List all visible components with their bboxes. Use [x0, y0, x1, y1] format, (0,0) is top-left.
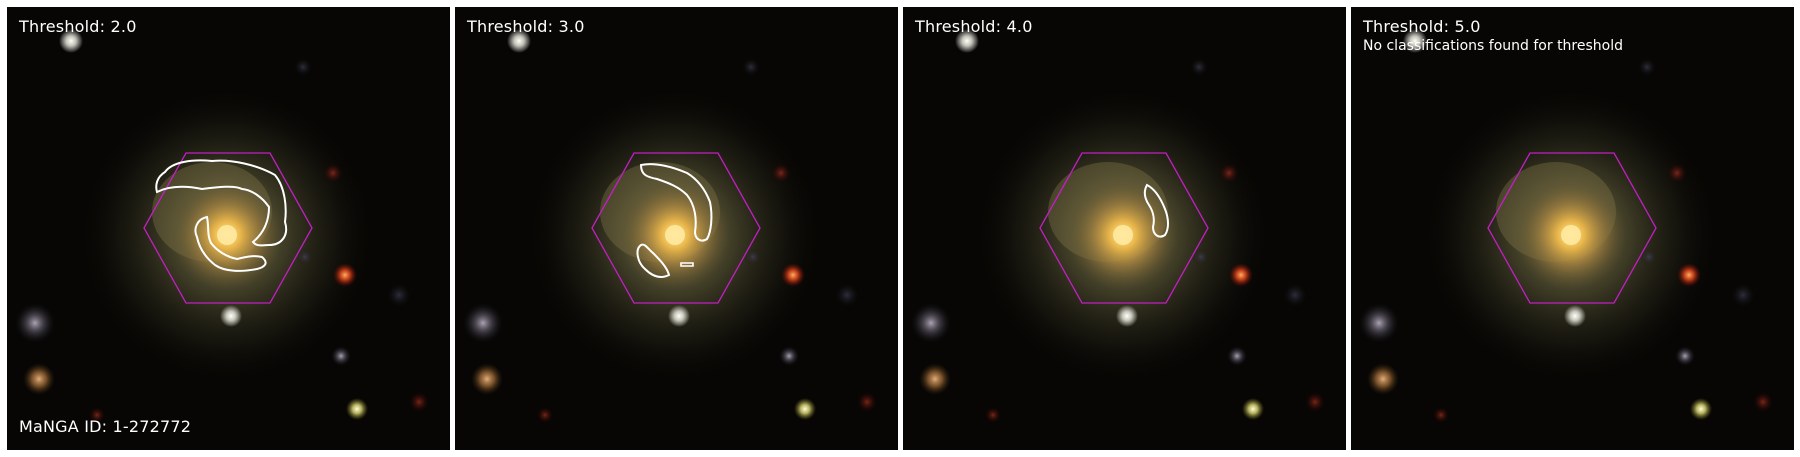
- no-classifications-note: No classifications found for threshold: [1363, 38, 1623, 54]
- galaxy-image: [903, 7, 1346, 450]
- contour-region: [155, 159, 288, 247]
- contour-region: [639, 163, 713, 242]
- galaxy-image: [7, 7, 450, 450]
- threshold-label: Threshold: 5.0: [1363, 17, 1481, 36]
- galaxy-panel-threshold-5: Threshold: 5.0 No classifications found …: [1351, 7, 1794, 450]
- contour-region: [194, 215, 267, 272]
- contour-region: [1143, 183, 1169, 238]
- contour-region: [680, 262, 694, 267]
- manga-id-label: MaNGA ID: 1-272772: [19, 417, 192, 436]
- threshold-label: Threshold: 2.0: [19, 17, 137, 36]
- galaxy-panel-threshold-4: Threshold: 4.0: [903, 7, 1346, 450]
- galaxy-panel-threshold-3: Threshold: 3.0: [455, 7, 898, 450]
- threshold-label: Threshold: 3.0: [467, 17, 585, 36]
- threshold-label: Threshold: 4.0: [915, 17, 1033, 36]
- galaxy-panel-threshold-2: Threshold: 2.0 MaNGA ID: 1-272772: [7, 7, 450, 450]
- galaxy-image: [455, 7, 898, 450]
- galaxy-image: [1351, 7, 1794, 450]
- contour-region: [636, 243, 671, 278]
